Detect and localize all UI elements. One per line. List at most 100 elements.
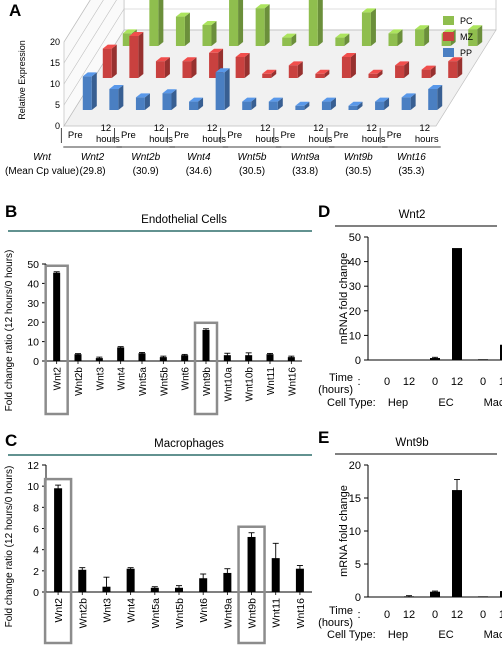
y-tick-label: 8: [33, 502, 39, 514]
bar-PC: [388, 33, 398, 46]
y-tick-label: 20: [50, 37, 60, 47]
bar-side-MZ: [244, 53, 250, 78]
bar-PP: [242, 101, 252, 110]
timepoint-label: Pre: [121, 130, 136, 141]
y-tick-label: 6: [33, 524, 39, 536]
bar-side-PP: [384, 97, 390, 110]
bar-top-PC: [468, 25, 483, 30]
bar-top-MZ: [209, 48, 224, 53]
x-tick-label: Wnt5b: [174, 598, 186, 629]
bar-side-PC: [291, 33, 297, 46]
bar-PC: [229, 0, 239, 47]
y-tick-label: 0: [355, 355, 361, 367]
bar-top-PP: [109, 85, 124, 89]
bar-side-PP: [224, 68, 230, 110]
bar-top-MZ: [235, 53, 250, 57]
bar-top-MZ: [155, 57, 170, 62]
bar-PP: [268, 101, 278, 110]
mean-cp-value: (30.5): [345, 166, 371, 177]
panel-letter-c: C: [5, 431, 18, 450]
time-colon: :: [357, 609, 360, 621]
bar: [95, 358, 103, 361]
bar-PC: [202, 25, 212, 46]
bar-top-PC: [282, 33, 297, 38]
bar: [78, 569, 87, 592]
bar-MZ: [421, 69, 431, 78]
panel-letter-a: A: [9, 1, 22, 20]
bar-top-MZ: [368, 69, 383, 74]
gridline: [63, 0, 104, 64]
bar-PC: [175, 16, 185, 46]
time-colon: :: [357, 376, 360, 388]
x-tick-label: Wnt6: [198, 598, 210, 623]
bar-top-PP: [401, 93, 416, 98]
y-tick-label: 20: [27, 317, 39, 329]
x-tick-label: Wnt10a: [223, 367, 234, 402]
timepoint-label: hours: [362, 134, 386, 145]
legend-label-PC: PC: [460, 16, 473, 26]
bar-top-PP: [82, 72, 97, 77]
y-tick-label: 12: [27, 460, 39, 472]
bar-top-PP: [215, 68, 230, 73]
x-tick-label: Wnt10b: [245, 367, 256, 402]
chart-title: Endothelial Cells: [141, 214, 227, 226]
bar: [159, 357, 167, 361]
timepoint-label: hours: [96, 134, 120, 145]
bar-side-PC: [158, 0, 164, 46]
bar-side-MZ: [138, 32, 144, 78]
bar-top-MZ: [448, 57, 463, 62]
bar-side-PP: [144, 93, 150, 110]
bar-MZ: [368, 73, 378, 78]
gene-name: Wnt9a: [291, 152, 320, 163]
bar: [54, 488, 63, 592]
y-tick-label: 2: [33, 566, 39, 578]
row-header-wnt: Wnt: [33, 152, 52, 163]
x-tick-label: Wnt5a: [138, 367, 149, 396]
bar-PP: [321, 101, 331, 110]
bar: [181, 355, 189, 361]
bar-top-MZ: [288, 61, 303, 66]
bar-side-PC: [238, 0, 244, 46]
bar-PP: [295, 105, 305, 110]
y-tick-label: 30: [349, 281, 361, 293]
panel-c-chart: Macrophages 0 2 4 6 8 10 12 Fold change ratio (1…: [4, 438, 312, 645]
bar-PP: [401, 97, 411, 110]
panel-letter-e: E: [318, 428, 330, 447]
bar-side-MZ: [271, 69, 277, 78]
bar-MZ: [182, 61, 192, 78]
bar-side-MZ: [377, 69, 383, 78]
x-tick-label: Wnt9b: [247, 598, 259, 629]
y-tick-label: 50: [27, 259, 39, 271]
timepoint-label: hours: [255, 134, 279, 145]
bar-top-MZ: [129, 32, 144, 36]
bar: [138, 353, 146, 361]
bar-top-MZ: [182, 57, 197, 62]
bar-top-PP: [348, 101, 363, 106]
cell-type-label: Cell Type:: [327, 397, 376, 409]
bar-side-PP: [171, 89, 177, 110]
y-axis-label: Relative Expression: [17, 40, 27, 120]
panel-e-chart: Wnt9b 0 5 10 15 20 mRNA fold change 0 12 0 12 0 12 Ti…: [318, 437, 502, 641]
mean-cp-value: (30.5): [239, 166, 265, 177]
cell-type-label: Cell Type:: [327, 629, 376, 641]
bar-top-MZ: [341, 53, 356, 57]
time-value: 12: [403, 376, 415, 388]
bar-top-PP: [135, 93, 150, 98]
bar-side-MZ: [191, 57, 197, 78]
bar: [53, 272, 61, 361]
bar: [478, 596, 488, 597]
legend-label-MZ: MZ: [460, 32, 473, 42]
y-tick-label: 15: [50, 58, 60, 68]
cell-type-value: EC: [438, 397, 453, 409]
y-axis-label: mRNA fold change: [338, 485, 350, 577]
x-tick-label: Wnt2: [53, 367, 64, 391]
bar-side-PP: [277, 97, 283, 110]
y-tick-label: 20: [349, 306, 361, 318]
bar-top-PP: [428, 85, 443, 89]
bar: [478, 359, 488, 360]
bar-PP: [82, 76, 92, 110]
bar-side-PC: [397, 29, 403, 46]
gene-name: Wnt16: [397, 152, 426, 163]
